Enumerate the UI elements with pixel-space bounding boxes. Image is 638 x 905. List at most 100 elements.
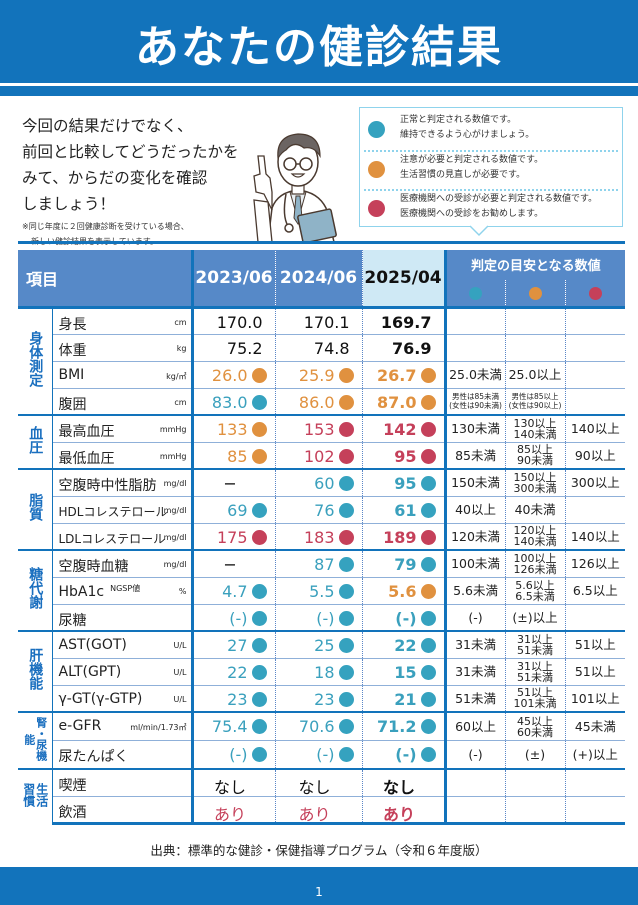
item-name: 腹囲: [58, 396, 87, 413]
table-row: BMI kg/㎡ 26.0 25.9 26.7 25.0未満 25.0以上: [18, 360, 626, 388]
result-value: なし: [214, 778, 247, 796]
normal-dot-icon: [420, 719, 436, 734]
table-row: 飲酒 あり あり あり: [18, 795, 626, 825]
intro-line: 前回と比較してどうだったかを: [22, 143, 239, 161]
category-liver: 肝機能: [18, 630, 52, 712]
result-value-cell: 26.0: [190, 360, 276, 388]
result-value-cell: 102: [274, 441, 363, 469]
intro-line: しましょう！: [22, 195, 116, 213]
normal-dot-icon: [420, 638, 436, 653]
result-value: −: [223, 555, 237, 574]
result-value-cell: 95: [361, 468, 446, 496]
criteria-abnormal: [564, 768, 626, 796]
normal-dot-icon: [251, 394, 267, 410]
result-value-cell: あり: [361, 795, 446, 825]
page-title: あなたの健診結果: [135, 22, 503, 73]
result-value: 75.4: [211, 717, 248, 736]
criteria-normal: 40以上: [443, 495, 506, 523]
caution-dot-icon: [528, 286, 542, 300]
result-value-cell: 23: [190, 684, 276, 712]
criteria-abnormal: 101以上: [564, 684, 626, 712]
criteria-normal: [443, 795, 506, 825]
result-value-cell: 183: [274, 522, 363, 550]
section-rule: [18, 241, 625, 244]
criteria-caution: 51以上 101未満: [504, 684, 566, 712]
criteria-normal: 60以上: [443, 711, 506, 741]
result-value-cell: 189: [361, 522, 446, 550]
criteria-caution: 85以上 90未満: [504, 441, 566, 469]
table-row: 体重 kg 75.2 74.8 76.9: [18, 333, 626, 361]
item-unit: %: [178, 586, 187, 596]
normal-dot-icon: [251, 638, 267, 653]
result-value-cell: (-): [361, 603, 446, 631]
criteria-normal: 51未満: [443, 684, 506, 712]
normal-dot-icon: [338, 502, 354, 518]
intro-note: ※同じ年度に２回健康診断を受けている場合、: [22, 222, 189, 231]
result-value-cell: 170.1: [274, 305, 363, 334]
result-value: 61: [394, 500, 417, 520]
legend-pointer-icon: [470, 225, 488, 237]
table-row: 尿たんぱく (-) (-) (-) (-) (±) (+)以上: [18, 740, 626, 769]
criteria-line: 31以上: [517, 632, 554, 646]
item-unit: U/L: [173, 641, 187, 650]
page-number: 1: [315, 885, 323, 899]
criteria-line: 45以上: [517, 714, 554, 728]
doctor-illustration-icon: [253, 133, 337, 242]
result-value-cell: 22: [190, 657, 276, 685]
item-name: 身長: [58, 316, 87, 333]
result-value: 169.7: [380, 312, 432, 332]
item-name: 飲酒: [58, 804, 87, 821]
source-citation: 出典：標準的な健診・保健指導プログラム（令和６年度版）: [150, 843, 488, 858]
result-value: (-): [316, 745, 335, 764]
normal-dot-icon: [338, 747, 354, 762]
normal-dot-icon: [251, 691, 267, 707]
result-value: (-): [229, 608, 248, 628]
table-row: 糖代謝 空腹時血糖 mg/dl −87 79 100未満 100以上 126未満 126以…: [18, 549, 626, 631]
caution-dot-icon: [338, 394, 354, 410]
normal-dot-icon: [338, 719, 354, 734]
result-value: 83.0: [211, 392, 248, 412]
normal-dot-icon: [338, 638, 354, 653]
result-value: 23: [314, 689, 335, 709]
result-value: あり: [298, 804, 331, 823]
title-banner: あなたの健診結果: [0, 0, 638, 83]
intro-line: みて、からだの変化を確認: [22, 169, 208, 187]
result-value-cell: 76.9: [361, 333, 446, 361]
result-value: 22: [227, 662, 248, 682]
result-value-cell: 15: [361, 657, 446, 685]
result-value: あり: [214, 804, 247, 823]
normal-dot-icon: [420, 502, 436, 518]
item-name: BMI: [58, 366, 85, 383]
item-name: HbA1c NGSP値: [59, 583, 141, 600]
caution-dot-icon: [420, 367, 436, 383]
result-value-cell: 83.0: [190, 387, 276, 415]
result-value-cell: あり: [274, 795, 363, 825]
criteria-normal: [443, 768, 506, 796]
caution-dot-icon: [420, 394, 436, 410]
category-bp: 血圧: [18, 414, 52, 469]
normal-dot-icon: [338, 557, 354, 572]
criteria-abnormal: 140以上: [564, 522, 626, 550]
result-value: あり: [383, 804, 416, 823]
criteria-caution: 25.0以上: [504, 360, 566, 388]
result-value: なし: [383, 778, 416, 796]
item-name: 尿たんぱく: [58, 749, 129, 765]
result-value-cell: −: [190, 468, 276, 496]
criteria-abnormal: 45未満: [564, 711, 626, 741]
result-value: 86.0: [298, 392, 335, 412]
criteria-abnormal: 6.5以上: [564, 576, 626, 604]
criteria-normal: 31未満: [443, 657, 506, 685]
item-unit: U/L: [173, 667, 187, 677]
item-name: ALT(GPT): [58, 663, 122, 680]
normal-dot-icon: [251, 583, 267, 599]
normal-dot-icon: [420, 691, 436, 707]
result-value: (-): [316, 608, 335, 628]
category-lifestyle: 生活習慣: [18, 768, 52, 823]
result-value: 21: [394, 689, 417, 709]
criteria-caution: 31以上 51未満: [504, 657, 566, 685]
result-value-cell: 169.7: [361, 305, 446, 334]
result-value: 5.6: [388, 581, 417, 601]
result-value: 75.2: [226, 338, 263, 358]
legend-divider: [364, 150, 618, 152]
abnormal-dot-icon: [251, 529, 267, 545]
